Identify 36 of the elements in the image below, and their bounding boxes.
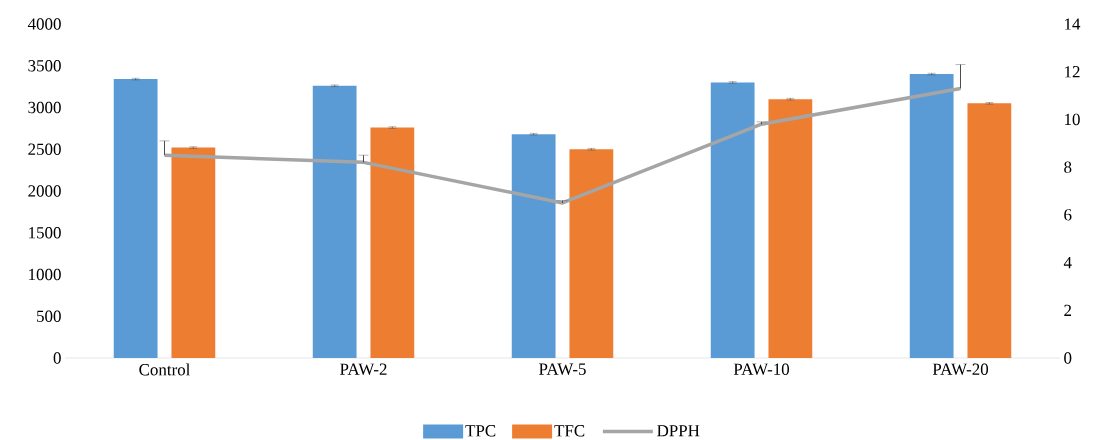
x-tick-label: Control bbox=[139, 363, 191, 376]
y-tick-label: 1500 bbox=[29, 227, 61, 239]
y2-tick-label: 4 bbox=[1063, 257, 1072, 269]
y2-tick-label: 14 bbox=[1065, 18, 1081, 30]
y-tick-label: 0 bbox=[53, 352, 61, 364]
x-tick-label: PAW-2 bbox=[340, 363, 387, 375]
y2-tick-label: 8 bbox=[1064, 161, 1072, 173]
bar bbox=[967, 103, 1012, 358]
y2-tick-label: 6 bbox=[1064, 209, 1072, 221]
bar bbox=[569, 149, 614, 358]
legend-label: TFC bbox=[554, 425, 585, 437]
y2-tick-label: 10 bbox=[1065, 113, 1080, 126]
y-tick-label: 2500 bbox=[28, 143, 61, 155]
y-tick-label: 1000 bbox=[29, 268, 61, 281]
legend-label: DPPH bbox=[657, 425, 700, 437]
y2-tick-label: 0 bbox=[1064, 352, 1072, 364]
x-tick-label: PAW-5 bbox=[539, 363, 586, 375]
bar bbox=[909, 74, 954, 358]
y-tick-label: 3500 bbox=[28, 60, 61, 72]
bar bbox=[312, 85, 357, 358]
bar bbox=[511, 134, 556, 358]
x-tick-label: PAW-10 bbox=[733, 363, 790, 376]
bar bbox=[768, 99, 813, 358]
bar bbox=[113, 79, 158, 358]
bar bbox=[710, 82, 755, 358]
y-tick-label: 3000 bbox=[28, 101, 61, 114]
y2-tick-label: 2 bbox=[1064, 304, 1072, 316]
x-tick-label: PAW-20 bbox=[932, 363, 989, 376]
bar bbox=[370, 127, 415, 358]
y2-tick-label: 12 bbox=[1065, 66, 1080, 78]
y-tick-label: 4000 bbox=[27, 18, 61, 30]
y-tick-label: 500 bbox=[37, 310, 61, 322]
line-series bbox=[162, 86, 963, 205]
y-tick-label: 2000 bbox=[28, 185, 61, 197]
bar bbox=[171, 147, 216, 358]
legend-label: TPC bbox=[465, 425, 496, 437]
